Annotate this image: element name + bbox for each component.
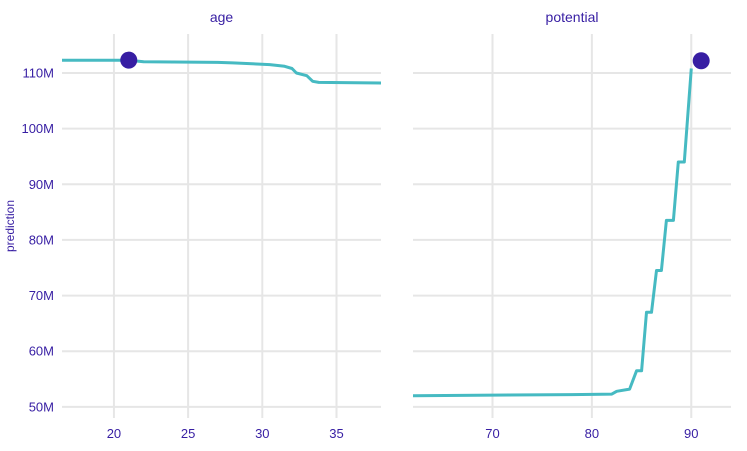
panel-title-age: age: [210, 9, 234, 25]
y-tick-label: 90M: [29, 177, 54, 192]
y-tick-label: 50M: [29, 399, 54, 414]
y-tick-label: 60M: [29, 344, 54, 359]
y-tick-label: 80M: [29, 232, 54, 247]
y-tick-label: 70M: [29, 288, 54, 303]
x-tick-label-age: 25: [181, 426, 195, 441]
x-tick-label-potential: 70: [485, 426, 499, 441]
x-tick-label-age: 20: [107, 426, 121, 441]
series-line-age: [62, 58, 382, 85]
observation-point-potential: [692, 52, 710, 70]
x-tick-label-age: 35: [329, 426, 343, 441]
y-tick-label: 110M: [22, 65, 54, 80]
y-tick-label: 100M: [21, 121, 54, 136]
observation-point-age: [120, 51, 138, 69]
x-tick-label-potential: 90: [684, 426, 698, 441]
x-tick-label-age: 30: [255, 426, 269, 441]
series-line-potential: [412, 68, 693, 398]
y-axis-label: prediction: [3, 200, 17, 252]
x-tick-label-potential: 80: [585, 426, 599, 441]
panel-title-potential: potential: [546, 9, 599, 25]
